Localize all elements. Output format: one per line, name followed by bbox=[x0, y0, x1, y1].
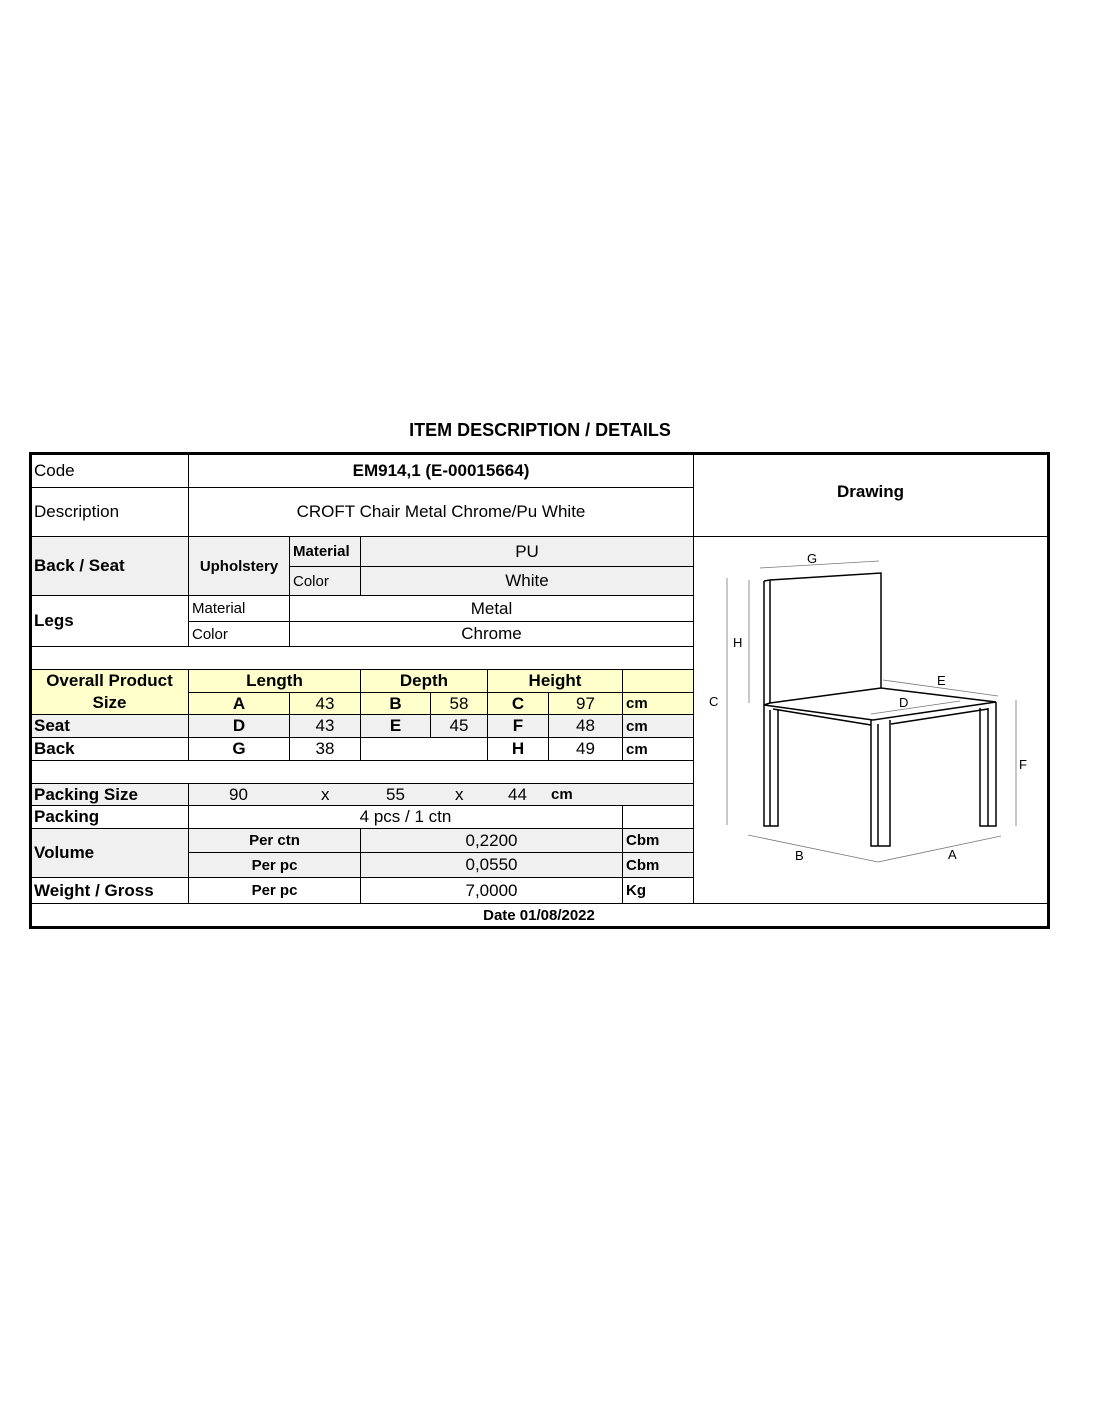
label-c: C bbox=[709, 694, 718, 709]
legs-material: Metal bbox=[289, 595, 694, 622]
chair-leg-left bbox=[763, 705, 779, 827]
label-g: G bbox=[807, 551, 817, 566]
seat-label: Seat bbox=[30, 714, 189, 738]
volume-unit: Cbm bbox=[622, 828, 694, 853]
length-header: Length bbox=[188, 669, 361, 693]
dim-value: 58 bbox=[430, 692, 488, 715]
dim-value: 97 bbox=[548, 692, 623, 715]
label-h: H bbox=[733, 635, 742, 650]
dim-line-g bbox=[759, 560, 880, 569]
weight-value: 7,0000 bbox=[360, 877, 623, 904]
dim-line-e bbox=[882, 679, 999, 697]
volume-unit: Cbm bbox=[622, 852, 694, 878]
dim-letter: H bbox=[487, 737, 549, 761]
legs-label: Legs bbox=[30, 595, 189, 647]
packing-x: x bbox=[321, 784, 330, 804]
dim-line-d bbox=[870, 700, 961, 715]
dim-letter: A bbox=[188, 692, 290, 715]
dim-unit: cm bbox=[622, 737, 694, 761]
packing-size-value: 90 x 55 x 44 cm bbox=[188, 783, 694, 806]
chair-drawing: G H C E D F B A bbox=[709, 551, 1027, 863]
dim-value: 45 bbox=[430, 714, 488, 738]
dim-value: 48 bbox=[548, 714, 623, 738]
back-label: Back bbox=[30, 737, 189, 761]
back-seat-color: White bbox=[360, 566, 694, 596]
label-b: B bbox=[795, 848, 804, 863]
volume-per-pc: 0,0550 bbox=[360, 852, 623, 878]
legs-material-label: Material bbox=[188, 595, 290, 622]
dim-unit: cm bbox=[622, 714, 694, 738]
label-d: D bbox=[899, 695, 908, 710]
packing-width: 55 bbox=[386, 784, 405, 804]
packing-unit-empty bbox=[622, 805, 694, 829]
weight-per-label: Per pc bbox=[188, 877, 361, 904]
volume-label: Volume bbox=[30, 828, 189, 878]
drawing-label: Drawing bbox=[693, 453, 1048, 537]
back-seat-material: PU bbox=[360, 536, 694, 567]
dim-line-a bbox=[877, 835, 1002, 863]
code-label: Code bbox=[30, 453, 189, 488]
chair-back bbox=[763, 572, 882, 705]
packing-x: x bbox=[455, 784, 464, 804]
packing-size-label: Packing Size bbox=[30, 783, 189, 806]
weight-unit: Kg bbox=[622, 877, 694, 904]
overall-size-label-line2: Size bbox=[92, 693, 127, 712]
label-a: A bbox=[948, 847, 957, 862]
dim-letter: F bbox=[487, 714, 549, 738]
height-header: Height bbox=[487, 669, 623, 693]
chair-leg-right bbox=[979, 702, 997, 827]
dim-value: 43 bbox=[289, 714, 361, 738]
packing-height: 44 bbox=[508, 784, 527, 804]
packing-length: 90 bbox=[229, 784, 248, 804]
packing-unit: cm bbox=[551, 786, 573, 803]
dim-line-b bbox=[747, 834, 879, 863]
page-title: ITEM DESCRIPTION / DETAILS bbox=[409, 420, 671, 440]
chair-seat bbox=[763, 687, 997, 726]
dim-letter: E bbox=[360, 714, 431, 738]
packing-label: Packing bbox=[30, 805, 189, 829]
label-f: F bbox=[1019, 757, 1027, 772]
per-ctn-label: Per ctn bbox=[188, 828, 361, 853]
description-value: CROFT Chair Metal Chrome/Pu White bbox=[188, 487, 694, 537]
dim-unit: cm bbox=[622, 692, 694, 715]
spacer-row bbox=[30, 760, 694, 784]
upholstery-label: Upholstery bbox=[188, 536, 290, 596]
spacer-row bbox=[30, 646, 694, 670]
dim-letter: G bbox=[188, 737, 290, 761]
per-pc-label: Per pc bbox=[188, 852, 361, 878]
overall-size-label: Overall Product Size bbox=[30, 669, 189, 715]
back-seat-color-label: Color bbox=[289, 566, 361, 596]
unit-header bbox=[622, 669, 694, 693]
overall-size-label-line1: Overall Product bbox=[46, 671, 173, 690]
dim-letter: D bbox=[188, 714, 290, 738]
packing-value: 4 pcs / 1 ctn bbox=[188, 805, 623, 829]
back-seat-material-label: Material bbox=[289, 536, 361, 567]
weight-label: Weight / Gross bbox=[30, 877, 189, 904]
description-label: Description bbox=[30, 487, 189, 537]
date: Date 01/08/2022 bbox=[30, 903, 1048, 927]
label-e: E bbox=[937, 673, 946, 688]
dim-value: 43 bbox=[289, 692, 361, 715]
depth-header: Depth bbox=[360, 669, 488, 693]
dim-letter: B bbox=[360, 692, 431, 715]
back-seat-label: Back / Seat bbox=[30, 536, 189, 596]
legs-color: Chrome bbox=[289, 621, 694, 647]
dim-letter: C bbox=[487, 692, 549, 715]
legs-color-label: Color bbox=[188, 621, 290, 647]
code-value: EM914,1 (E-00015664) bbox=[188, 453, 694, 488]
dim-value: 49 bbox=[548, 737, 623, 761]
dim-empty bbox=[360, 737, 488, 761]
dim-value: 38 bbox=[289, 737, 361, 761]
chair-leg-front bbox=[870, 720, 891, 847]
volume-per-ctn: 0,2200 bbox=[360, 828, 623, 853]
